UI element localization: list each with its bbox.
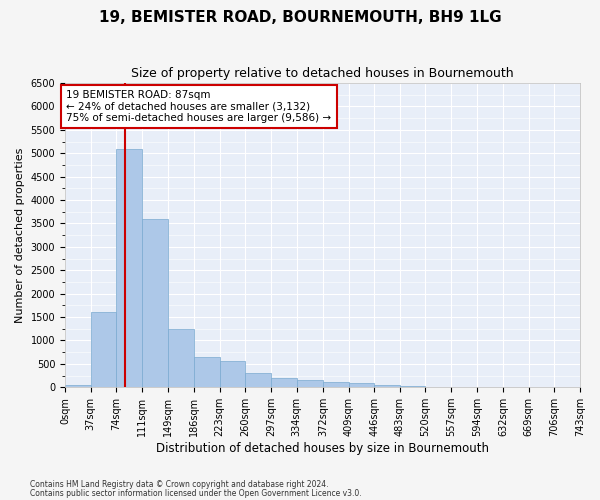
- Text: 19, BEMISTER ROAD, BOURNEMOUTH, BH9 1LG: 19, BEMISTER ROAD, BOURNEMOUTH, BH9 1LG: [98, 10, 502, 25]
- Text: Contains public sector information licensed under the Open Government Licence v3: Contains public sector information licen…: [30, 488, 362, 498]
- Bar: [271, 378, 296, 387]
- X-axis label: Distribution of detached houses by size in Bournemouth: Distribution of detached houses by size …: [156, 442, 489, 455]
- Y-axis label: Number of detached properties: Number of detached properties: [15, 148, 25, 323]
- Title: Size of property relative to detached houses in Bournemouth: Size of property relative to detached ho…: [131, 68, 514, 80]
- Text: 19 BEMISTER ROAD: 87sqm
← 24% of detached houses are smaller (3,132)
75% of semi: 19 BEMISTER ROAD: 87sqm ← 24% of detache…: [67, 90, 332, 124]
- Bar: [142, 219, 168, 387]
- Bar: [116, 148, 142, 387]
- Text: Contains HM Land Registry data © Crown copyright and database right 2024.: Contains HM Land Registry data © Crown c…: [30, 480, 329, 489]
- Bar: [296, 380, 323, 387]
- Bar: [400, 386, 425, 387]
- Bar: [245, 373, 271, 387]
- Bar: [349, 384, 374, 387]
- Bar: [65, 385, 91, 387]
- Bar: [220, 362, 245, 387]
- Bar: [194, 357, 220, 387]
- Bar: [425, 386, 451, 387]
- Bar: [168, 328, 194, 387]
- Bar: [91, 312, 116, 387]
- Bar: [323, 382, 349, 387]
- Bar: [374, 385, 400, 387]
